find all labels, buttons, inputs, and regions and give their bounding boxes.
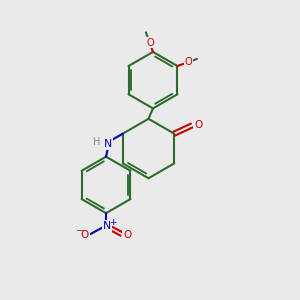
Text: O: O: [194, 121, 202, 130]
Text: O: O: [123, 230, 132, 241]
Text: O: O: [80, 230, 89, 241]
Text: H: H: [93, 137, 100, 147]
Text: +: +: [109, 218, 116, 227]
Text: N: N: [103, 139, 112, 149]
Text: O: O: [185, 57, 193, 67]
Text: O: O: [146, 38, 154, 47]
Text: −: −: [76, 226, 84, 236]
Text: N: N: [103, 221, 111, 231]
